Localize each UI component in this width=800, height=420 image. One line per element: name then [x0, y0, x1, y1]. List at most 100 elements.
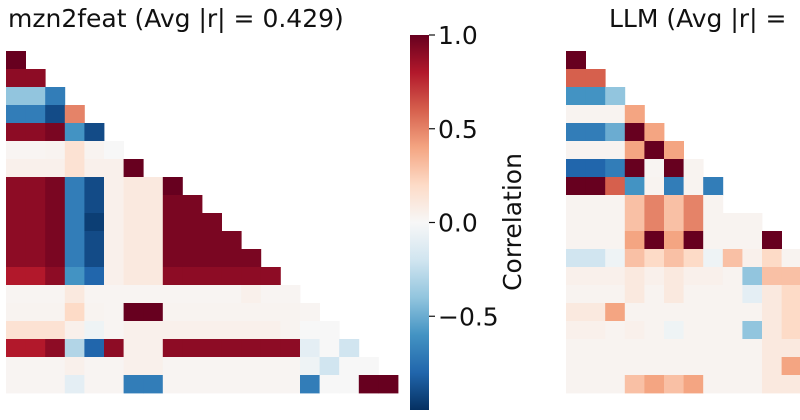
heatmap-cell — [683, 195, 704, 214]
heatmap-cell — [664, 303, 684, 322]
heatmap-cell — [300, 303, 320, 322]
heatmap-cell — [566, 105, 586, 124]
heatmap-cell — [319, 375, 340, 394]
heatmap-cell — [260, 303, 281, 322]
heatmap-cell — [683, 357, 704, 376]
heatmap-cell — [280, 375, 301, 394]
heatmap-cell — [45, 87, 66, 106]
heatmap-cell — [84, 123, 105, 142]
heatmap-cell — [605, 357, 626, 376]
heatmap-cell — [202, 231, 222, 250]
heatmap-cell — [664, 213, 684, 232]
heatmap-cell — [605, 141, 626, 160]
heatmap-cell — [644, 357, 665, 376]
heatmap-cell — [202, 375, 222, 394]
heatmap-cell — [781, 321, 800, 340]
heatmap-cell — [664, 231, 684, 250]
heatmap-cell — [202, 285, 222, 304]
heatmap-cell — [624, 303, 645, 322]
heatmap-cell — [722, 231, 743, 250]
heatmap-cell — [585, 339, 606, 358]
heatmap-cell — [6, 69, 26, 88]
heatmap-cell — [605, 285, 626, 304]
heatmap-cell — [624, 195, 645, 214]
heatmap-cell — [241, 249, 262, 268]
heatmap-cell — [104, 141, 124, 160]
heatmap-cell — [64, 339, 85, 358]
heatmap-cell — [25, 267, 46, 286]
heatmap-cell — [162, 231, 183, 250]
left-heatmap-title: mzn2feat (Avg |r| = 0.429) — [8, 4, 344, 33]
heatmap-cell — [202, 267, 222, 286]
heatmap-cell — [605, 87, 626, 106]
heatmap-cell — [644, 231, 665, 250]
heatmap-cell — [202, 321, 222, 340]
heatmap-cell — [64, 285, 85, 304]
heatmap-cell — [25, 87, 46, 106]
heatmap-cell — [566, 141, 586, 160]
heatmap-cell — [644, 321, 665, 340]
heatmap-cell — [6, 231, 26, 250]
heatmap-cell — [585, 123, 606, 142]
heatmap-cell — [605, 339, 626, 358]
heatmap-cell — [6, 357, 26, 376]
heatmap-cell — [64, 123, 85, 142]
heatmap-cell — [703, 213, 724, 232]
heatmap-cell — [722, 357, 743, 376]
heatmap-cell — [722, 249, 743, 268]
heatmap-cell — [162, 321, 183, 340]
heatmap-cell — [300, 357, 320, 376]
heatmap-cell — [6, 213, 26, 232]
heatmap-cell — [762, 267, 782, 286]
heatmap-cell — [221, 375, 242, 394]
heatmap-cell — [84, 303, 105, 322]
heatmap-cell — [644, 177, 665, 196]
heatmap-cell — [378, 375, 399, 394]
heatmap-cell — [762, 285, 782, 304]
heatmap-cell — [624, 231, 645, 250]
heatmap-cell — [781, 303, 800, 322]
heatmap-cell — [742, 267, 763, 286]
heatmap-cell — [664, 357, 684, 376]
heatmap-cell — [143, 195, 164, 214]
heatmap-cell — [25, 105, 46, 124]
heatmap-cell — [104, 303, 124, 322]
heatmap-cell — [162, 249, 183, 268]
heatmap-cell — [300, 339, 320, 358]
heatmap-cell — [585, 87, 606, 106]
heatmap-cell — [624, 213, 645, 232]
heatmap-cell — [644, 159, 665, 178]
heatmap-cell — [585, 285, 606, 304]
heatmap-cell — [84, 195, 105, 214]
heatmap-cell — [25, 231, 46, 250]
heatmap-cell — [6, 177, 26, 196]
heatmap-cell — [123, 231, 144, 250]
heatmap-cell — [45, 141, 66, 160]
heatmap-cell — [605, 123, 626, 142]
heatmap-cell — [64, 249, 85, 268]
heatmap-cell — [566, 51, 586, 70]
heatmap-cell — [742, 303, 763, 322]
heatmap-cell — [624, 321, 645, 340]
heatmap-cell — [123, 357, 144, 376]
heatmap-cell — [25, 375, 46, 394]
heatmap-cell — [644, 141, 665, 160]
heatmap-cell — [104, 285, 124, 304]
heatmap-cell — [566, 249, 586, 268]
colorbar — [410, 35, 429, 410]
heatmap-cell — [566, 195, 586, 214]
heatmap-cell — [84, 177, 105, 196]
heatmap-cell — [280, 321, 301, 340]
heatmap-cell — [762, 375, 782, 394]
heatmap-cell — [742, 231, 763, 250]
heatmap-cell — [45, 339, 66, 358]
heatmap-cell — [104, 159, 124, 178]
heatmap-cell — [6, 267, 26, 286]
heatmap-cell — [182, 213, 203, 232]
heatmap-cell — [25, 321, 46, 340]
heatmap-cell — [585, 321, 606, 340]
heatmap-cell — [683, 249, 704, 268]
heatmap-cell — [319, 357, 340, 376]
heatmap-cell — [84, 213, 105, 232]
heatmap-cell — [221, 267, 242, 286]
